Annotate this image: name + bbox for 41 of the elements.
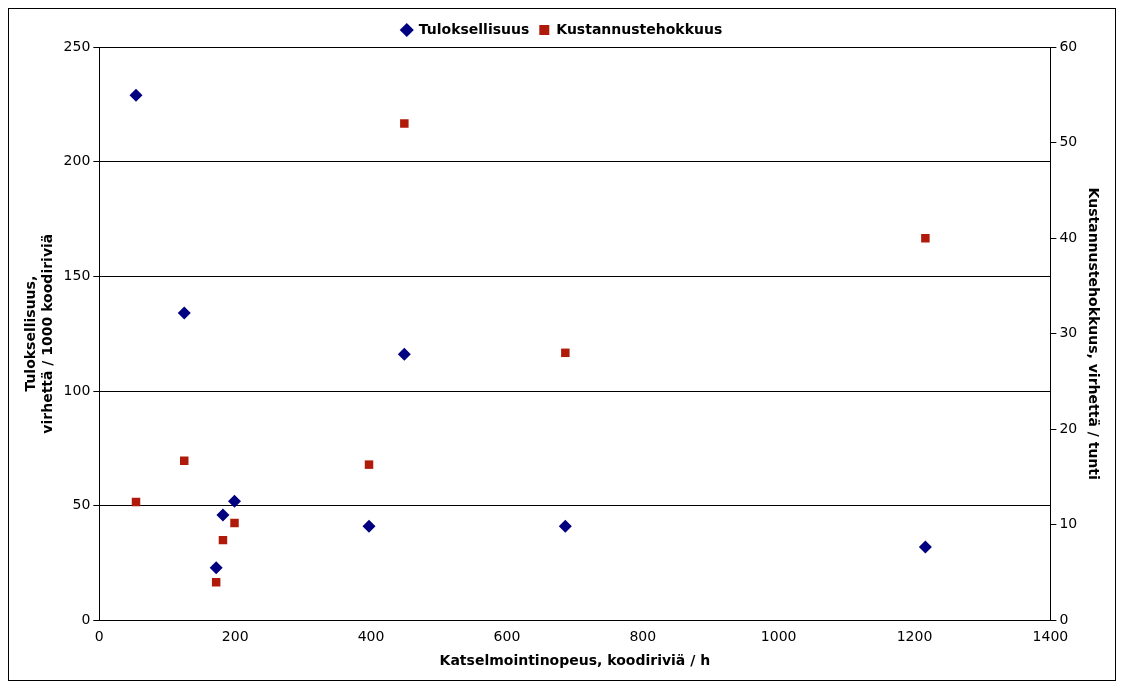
- y2-tick-label: 60: [1059, 37, 1078, 54]
- text: Tuloksellisuus,: [22, 275, 39, 392]
- y-tick-label: 0: [81, 611, 91, 628]
- x-axis-title: Katselmointinopeus, koodiriviä / h: [439, 652, 711, 669]
- point: [228, 494, 242, 508]
- point: [397, 347, 411, 361]
- y2-tick-label: 10: [1059, 515, 1078, 532]
- y2-tick-label: 40: [1059, 228, 1078, 245]
- point: [918, 540, 932, 554]
- point: [129, 88, 143, 102]
- point: [362, 519, 376, 533]
- y2-tick-label: 20: [1059, 419, 1078, 436]
- y-tick-label: 250: [63, 37, 91, 54]
- x-tick-label: 1200: [896, 628, 933, 645]
- x-tick-label: 1000: [760, 628, 797, 645]
- y2-tick-label: 30: [1059, 324, 1078, 341]
- text: virhettä / 1000 koodiriviä: [38, 233, 55, 434]
- point: [364, 460, 374, 469]
- point: [921, 233, 930, 243]
- point: [216, 508, 230, 522]
- point: [400, 119, 409, 128]
- legend-label: Kustannustehokkuus: [556, 20, 723, 37]
- y2-tick-label: 0: [1059, 611, 1069, 628]
- x-tick-label: 200: [221, 628, 249, 645]
- point: [230, 518, 239, 528]
- point: [558, 519, 572, 533]
- y-tick-label: 150: [63, 267, 91, 283]
- y2-axis-title: Kustannustehokkuus, virhettä / tunti: [1085, 187, 1102, 480]
- y-tick-label: 200: [63, 152, 91, 169]
- x-tick-label: 400: [357, 628, 385, 645]
- x-tick-label: 600: [493, 628, 521, 645]
- point: [209, 561, 223, 575]
- point: [177, 306, 191, 320]
- x-tick-label: 0: [94, 628, 104, 645]
- x-tick-label: 800: [629, 628, 657, 645]
- y-tick-label: 100: [63, 381, 91, 398]
- x-tick-label: 1400: [1032, 628, 1069, 645]
- point: [561, 348, 570, 358]
- y-tick-label: 50: [72, 496, 91, 513]
- y2-tick-label: 50: [1059, 133, 1078, 150]
- legend-label: Tuloksellisuus: [418, 20, 530, 37]
